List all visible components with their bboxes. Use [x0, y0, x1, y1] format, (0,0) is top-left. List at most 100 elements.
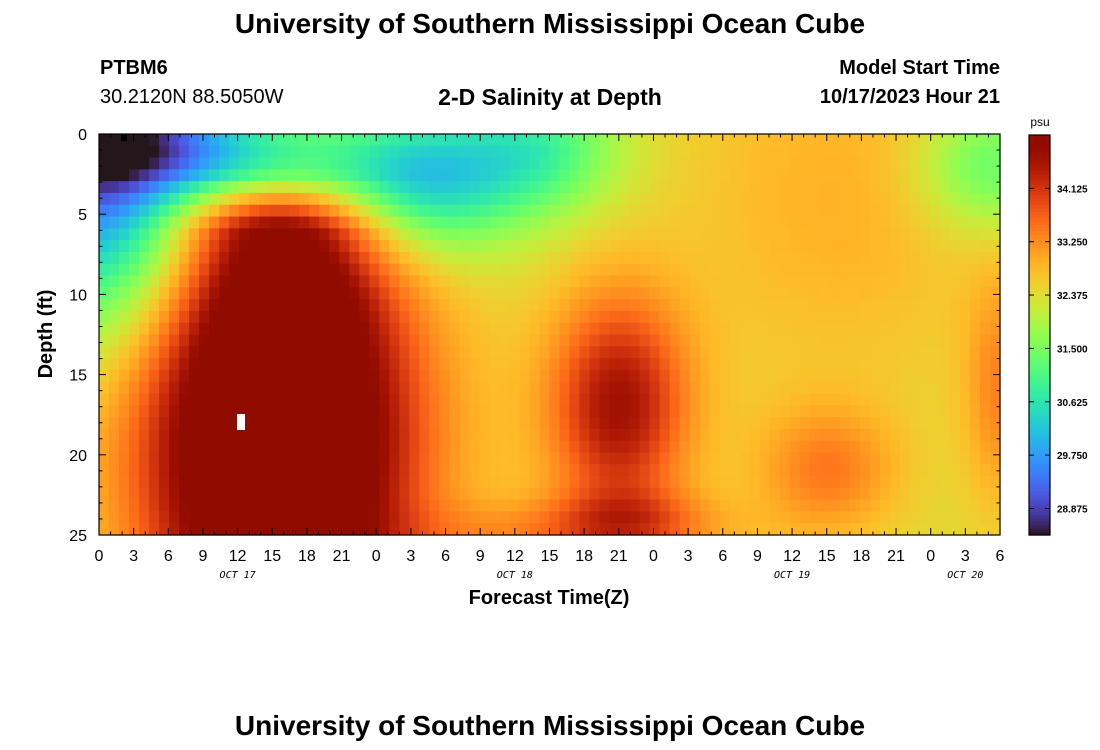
heatmap-cell [759, 192, 771, 206]
heatmap-cell [659, 393, 671, 406]
heatmap-cell [529, 299, 541, 312]
x-tick-label: 21 [333, 548, 351, 565]
heatmap-cell [239, 134, 250, 147]
heatmap-cell [579, 145, 591, 159]
heatmap-cell [399, 440, 410, 454]
heatmap-cell [839, 145, 851, 159]
y-tick-label: 15 [69, 368, 87, 385]
heatmap-cell [489, 381, 501, 395]
heatmap-cell [509, 263, 521, 277]
heatmap-cell [459, 228, 471, 241]
heatmap-cell [969, 145, 981, 159]
heatmap-cell [919, 393, 931, 406]
heatmap-cell [639, 346, 651, 359]
heatmap-cell [139, 523, 150, 536]
heatmap-cell [699, 322, 711, 336]
heatmap-cell [519, 487, 531, 501]
heatmap-cell [509, 334, 521, 347]
heatmap-cell [379, 287, 390, 300]
heatmap-cell [779, 169, 791, 182]
heatmap-cell [379, 134, 390, 147]
heatmap-cell [789, 511, 801, 524]
heatmap-cell [529, 240, 541, 253]
heatmap-cell [899, 452, 911, 465]
heatmap-cell [689, 417, 701, 430]
heatmap-cell [829, 393, 841, 406]
heatmap-cell [129, 452, 140, 465]
heatmap-cell [369, 369, 380, 383]
heatmap-cell [529, 169, 541, 182]
heatmap-cell [479, 287, 491, 300]
heatmap-cell [659, 334, 671, 347]
heatmap-cell [659, 358, 671, 371]
heatmap-cell [849, 405, 861, 418]
heatmap-cell [679, 440, 691, 454]
colorbar-swatch [1029, 178, 1050, 183]
heatmap-cell [269, 251, 280, 265]
heatmap-cell [279, 381, 290, 395]
heatmap-cell [699, 381, 711, 395]
heatmap-cell [529, 204, 541, 218]
heatmap-cell [149, 381, 160, 395]
heatmap-cell [659, 204, 671, 218]
heatmap-cell [249, 251, 260, 265]
colorbar-swatch [1029, 501, 1050, 506]
heatmap-cell [979, 405, 991, 418]
heatmap-cell [569, 322, 581, 336]
heatmap-cell [339, 464, 350, 477]
heatmap-cell [299, 287, 310, 300]
heatmap-cell [379, 346, 390, 359]
heatmap-cell [399, 310, 410, 324]
heatmap-cell [179, 346, 190, 359]
heatmap-cell [879, 499, 891, 513]
heatmap-cell [229, 240, 240, 253]
heatmap-cell [399, 299, 410, 312]
heatmap-cell [379, 322, 390, 336]
heatmap-cell [499, 511, 511, 524]
heatmap-cell [409, 145, 420, 159]
heatmap-cell [539, 428, 551, 442]
heatmap-cell [189, 428, 200, 442]
heatmap-cell [299, 464, 310, 477]
heatmap-cell [339, 299, 350, 312]
heatmap-cell [309, 204, 320, 218]
heatmap-cell [899, 476, 911, 489]
heatmap-cell [159, 452, 170, 465]
heatmap-cell [779, 511, 791, 524]
heatmap-cell [889, 240, 901, 253]
heatmap-cell [909, 251, 921, 265]
heatmap-cell [279, 275, 290, 288]
heatmap-cell [469, 228, 481, 241]
heatmap-cell [359, 251, 370, 265]
heatmap-cell [649, 322, 661, 336]
heatmap-cell [469, 287, 481, 300]
heatmap-cell [619, 251, 631, 265]
heatmap-cell [569, 169, 581, 182]
heatmap-cell [819, 346, 831, 359]
heatmap-cell [409, 511, 420, 524]
heatmap-cell [379, 263, 390, 277]
heatmap-cell [649, 134, 661, 147]
colorbar-tick-label: 30.625 [1057, 398, 1088, 409]
heatmap-cell [579, 169, 591, 182]
heatmap-cell [619, 440, 631, 454]
heatmap-cell [799, 334, 811, 347]
heatmap-cell [339, 145, 350, 159]
heatmap-cell [669, 523, 681, 536]
heatmap-cell [609, 134, 621, 147]
heatmap-cell [839, 417, 851, 430]
heatmap-cell [389, 322, 400, 336]
heatmap-cell [249, 192, 260, 206]
colorbar-swatch [1029, 308, 1050, 313]
heatmap-cell [639, 310, 651, 324]
heatmap-cell [269, 216, 280, 229]
heatmap-cell [349, 393, 360, 406]
heatmap-cell [609, 440, 621, 454]
heatmap-cell [669, 251, 681, 265]
heatmap-cell [229, 381, 240, 395]
heatmap-cell [939, 358, 951, 371]
heatmap-cell [619, 192, 631, 206]
heatmap-cell [279, 523, 290, 536]
heatmap-cell [539, 181, 551, 194]
heatmap-cell [149, 287, 160, 300]
